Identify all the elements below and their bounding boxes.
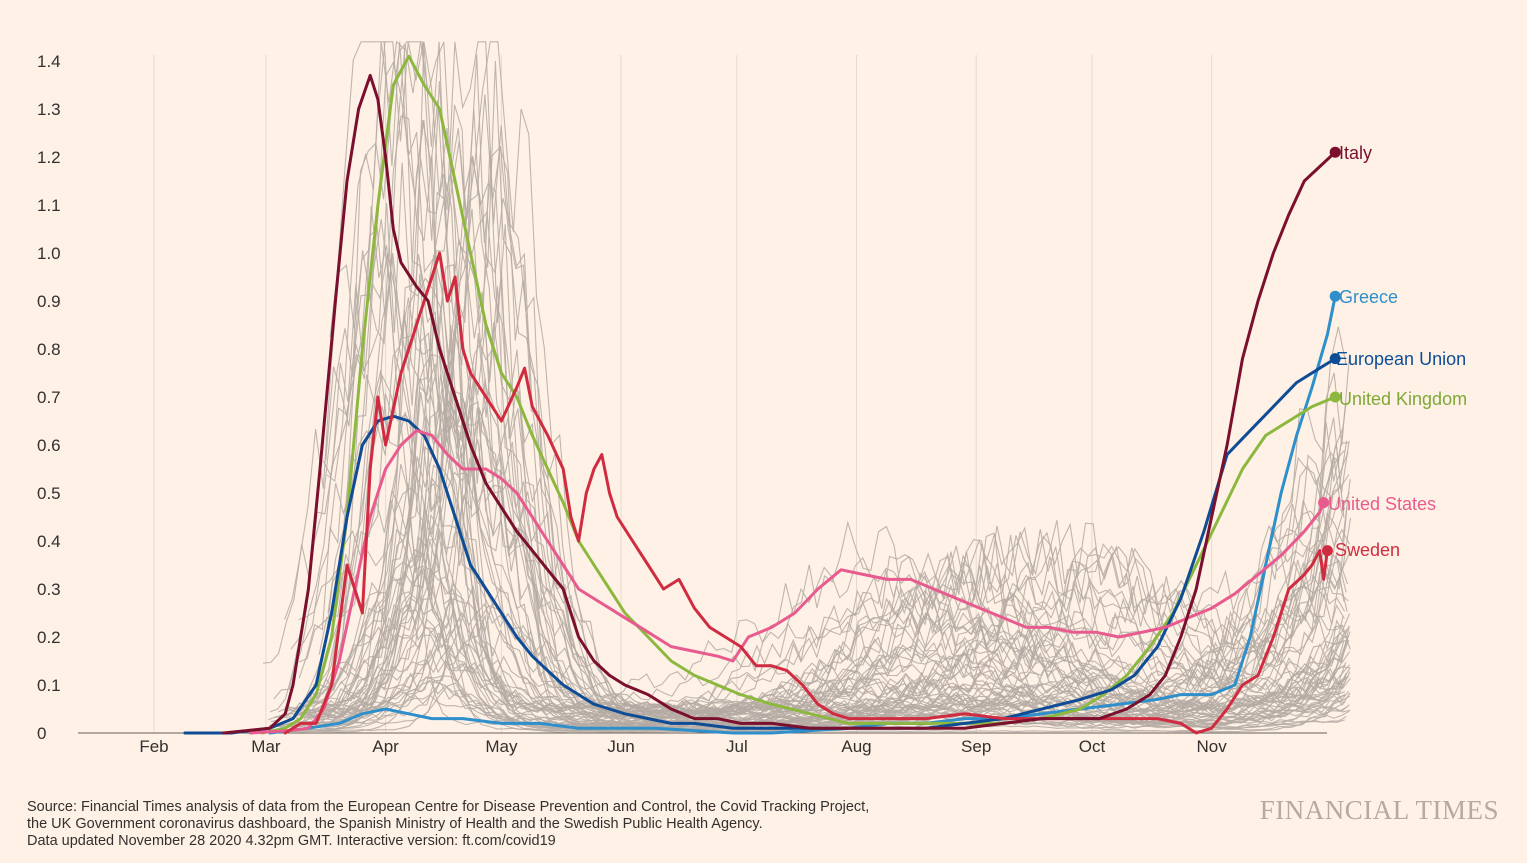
financial-times-logo: FINANCIAL TIMES [1259,795,1499,825]
y-tick-label: 1.2 [37,148,61,167]
country-line [329,41,1350,718]
y-tick-label: 0.5 [37,484,61,503]
country-line [277,115,1352,730]
country-line [268,457,1351,727]
y-tick-label: 0.4 [37,532,61,551]
endpoint-sweden [1321,545,1333,557]
source-line-1: Source: Financial Times analysis of data… [27,799,870,815]
y-tick-label: 0.2 [37,628,61,647]
country-line [277,545,1344,732]
country-line [302,462,1346,713]
source-line-2: the UK Government coronavirus dashboard,… [27,816,763,832]
series-line-united-kingdom [260,54,1337,735]
country-line [297,158,1348,714]
x-tick-nov: Nov [1197,737,1228,756]
country-line [279,543,1345,728]
other-countries-lines [263,40,1352,733]
country-line [299,457,1350,718]
country-line [284,520,1351,715]
series-line-united-states [249,429,1326,735]
series-end-labels: Italy Greece European Union United Kingd… [1328,143,1467,560]
y-tick-label: 1.1 [37,196,61,215]
source-note: Source: Financial Times analysis of data… [27,799,1127,850]
country-line [270,206,1345,726]
y-tick-label: 1.4 [37,52,61,71]
country-line [338,353,1351,713]
endpoint-greece [1329,290,1341,302]
y-tick-label: 0.9 [37,292,61,311]
x-tick-jul: Jul [726,737,748,756]
series-line-greece [268,294,1337,735]
y-tick-label: 1.0 [37,244,61,263]
series-line-italy [222,73,1337,735]
label-greece: Greece [1339,287,1398,307]
endpoint-italy [1329,146,1341,158]
country-line [299,482,1350,721]
label-italy: Italy [1339,143,1372,163]
y-tick-label: 0 [37,724,46,743]
y-axis-ticks: 0 0.1 0.2 0.3 0.4 0.5 0.6 0.7 0.8 0.9 1.0 1.1 1.2 1.3… [37,52,61,743]
y-tick-label: 0.7 [37,388,61,407]
x-tick-mar: Mar [251,737,281,756]
country-line [307,597,1351,713]
country-line [315,41,1351,732]
country-line [287,155,1346,733]
x-tick-feb: Feb [139,737,168,756]
country-line [313,451,1349,718]
x-tick-apr: Apr [372,737,399,756]
series-line-european-union [183,357,1337,735]
endpoint-united-kingdom [1329,391,1341,403]
endpoint-united-states [1318,497,1330,509]
y-tick-label: 1.3 [37,100,61,119]
y-tick-label: 0.3 [37,580,61,599]
country-line [280,109,1347,731]
highlighted-series [183,54,1341,735]
label-united-states: United States [1328,494,1436,514]
data-updated-line: Data updated November 28 2020 4.32pm GMT… [27,833,556,849]
label-sweden: Sweden [1335,540,1400,560]
label-united-kingdom: United Kingdom [1339,389,1467,409]
country-line [336,191,1349,715]
y-tick-label: 0.8 [37,340,61,359]
label-european-union: European Union [1336,349,1466,369]
series-line-sweden [283,251,1329,735]
chart: 0 0.1 0.2 0.3 0.4 0.5 0.6 0.7 0.8 0.9 1.0 1.1 1.2 1.3… [37,40,1467,756]
country-line [269,60,1344,729]
y-tick-label: 0.1 [37,676,61,695]
x-tick-oct: Oct [1079,737,1106,756]
endpoint-european-union [1329,353,1341,365]
x-tick-aug: Aug [841,737,871,756]
x-tick-may: May [485,737,518,756]
x-tick-sep: Sep [961,737,991,756]
country-line [287,618,1346,716]
country-line [325,525,1345,722]
y-tick-label: 0.6 [37,436,61,455]
x-axis-ticks: Feb Mar Apr May Jun Jul Aug Sep Oct Nov [139,737,1227,756]
x-tick-jun: Jun [607,737,634,756]
